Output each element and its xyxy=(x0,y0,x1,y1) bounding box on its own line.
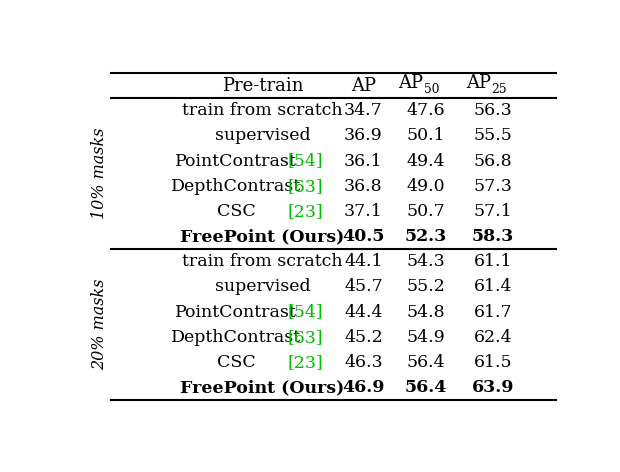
Text: 61.5: 61.5 xyxy=(474,354,513,371)
Text: FreePoint (Ours): FreePoint (Ours) xyxy=(180,379,345,396)
Text: 49.4: 49.4 xyxy=(407,152,445,169)
Text: 49.0: 49.0 xyxy=(407,178,445,195)
Text: 45.7: 45.7 xyxy=(344,278,383,295)
Text: 20% masks: 20% masks xyxy=(91,279,108,371)
Text: DepthContrast: DepthContrast xyxy=(171,178,301,195)
Text: [54]: [54] xyxy=(288,152,324,169)
Text: 62.4: 62.4 xyxy=(474,329,513,346)
Text: PointContrast: PointContrast xyxy=(175,303,297,320)
Text: train from scratch: train from scratch xyxy=(182,102,343,119)
Text: 61.1: 61.1 xyxy=(474,253,512,270)
Text: 37.1: 37.1 xyxy=(344,203,383,220)
Text: 34.7: 34.7 xyxy=(344,102,383,119)
Text: 46.3: 46.3 xyxy=(344,354,383,371)
Text: 44.1: 44.1 xyxy=(344,253,383,270)
Text: 52.3: 52.3 xyxy=(405,228,447,245)
Text: 40.5: 40.5 xyxy=(342,228,384,245)
Text: CSC: CSC xyxy=(217,354,255,371)
Text: 56.4: 56.4 xyxy=(405,379,447,396)
Text: 56.8: 56.8 xyxy=(474,152,513,169)
Text: FreePoint (Ours): FreePoint (Ours) xyxy=(180,228,345,245)
Text: 56.3: 56.3 xyxy=(474,102,513,119)
Text: supervised: supervised xyxy=(215,127,310,144)
Text: DepthContrast: DepthContrast xyxy=(171,329,301,346)
Text: 58.3: 58.3 xyxy=(472,228,514,245)
Text: 55.2: 55.2 xyxy=(407,278,445,295)
Text: PointContrast: PointContrast xyxy=(175,152,297,169)
Text: 61.4: 61.4 xyxy=(474,278,512,295)
Text: 50: 50 xyxy=(424,84,440,96)
Text: 36.1: 36.1 xyxy=(344,152,383,169)
Text: 25: 25 xyxy=(491,84,507,96)
Text: [23]: [23] xyxy=(288,203,324,220)
Text: [63]: [63] xyxy=(288,178,324,195)
Text: 50.1: 50.1 xyxy=(407,127,445,144)
Text: AP: AP xyxy=(351,76,376,94)
Text: 61.7: 61.7 xyxy=(474,303,513,320)
Text: [54]: [54] xyxy=(288,303,324,320)
Text: 45.2: 45.2 xyxy=(344,329,383,346)
Text: [63]: [63] xyxy=(288,329,324,346)
Text: 44.4: 44.4 xyxy=(344,303,383,320)
Text: 36.9: 36.9 xyxy=(344,127,383,144)
Text: 54.9: 54.9 xyxy=(407,329,445,346)
Text: CSC: CSC xyxy=(217,203,255,220)
Text: 56.4: 56.4 xyxy=(407,354,445,371)
Text: 54.3: 54.3 xyxy=(407,253,445,270)
Text: 54.8: 54.8 xyxy=(407,303,445,320)
Text: 46.9: 46.9 xyxy=(342,379,384,396)
Text: AP: AP xyxy=(399,74,423,92)
Text: 10% masks: 10% masks xyxy=(91,128,108,219)
Text: train from scratch: train from scratch xyxy=(182,253,343,270)
Text: 47.6: 47.6 xyxy=(407,102,445,119)
Text: 63.9: 63.9 xyxy=(472,379,515,396)
Text: 50.7: 50.7 xyxy=(407,203,445,220)
Text: [23]: [23] xyxy=(288,354,324,371)
Text: 57.3: 57.3 xyxy=(474,178,513,195)
Text: 55.5: 55.5 xyxy=(474,127,513,144)
Text: AP: AP xyxy=(466,74,491,92)
Text: 36.8: 36.8 xyxy=(344,178,383,195)
Text: supervised: supervised xyxy=(215,278,310,295)
Text: Pre-train: Pre-train xyxy=(222,76,303,94)
Text: 57.1: 57.1 xyxy=(474,203,513,220)
